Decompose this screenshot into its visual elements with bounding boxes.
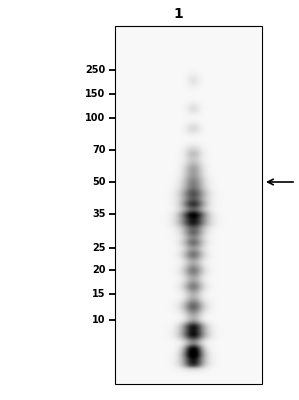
Text: 150: 150 (85, 89, 106, 99)
Bar (115, 26, 262, 384)
Text: 25: 25 (92, 243, 106, 253)
Text: 50: 50 (92, 177, 106, 187)
Text: 100: 100 (85, 113, 106, 123)
Text: 20: 20 (92, 265, 106, 275)
Text: 15: 15 (92, 289, 106, 299)
Text: 1: 1 (173, 7, 183, 21)
Text: 250: 250 (85, 65, 106, 75)
Text: 35: 35 (92, 209, 106, 219)
Text: 10: 10 (92, 315, 106, 325)
Text: 70: 70 (92, 145, 106, 155)
